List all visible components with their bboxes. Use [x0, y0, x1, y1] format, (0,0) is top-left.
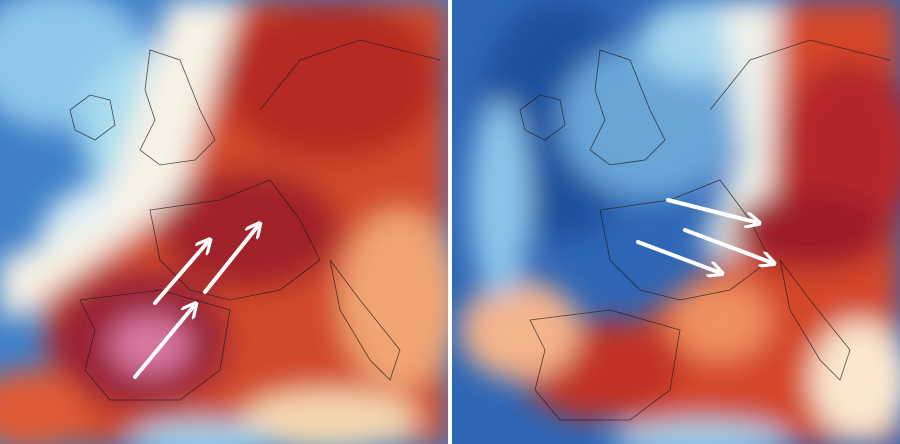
flow-arrows — [133, 227, 257, 379]
left-map — [0, 0, 448, 444]
coastlines — [519, 39, 891, 421]
right-map — [452, 0, 900, 444]
panel-divider — [448, 0, 452, 444]
flow-arrows — [636, 198, 770, 272]
coastlines — [69, 39, 441, 401]
